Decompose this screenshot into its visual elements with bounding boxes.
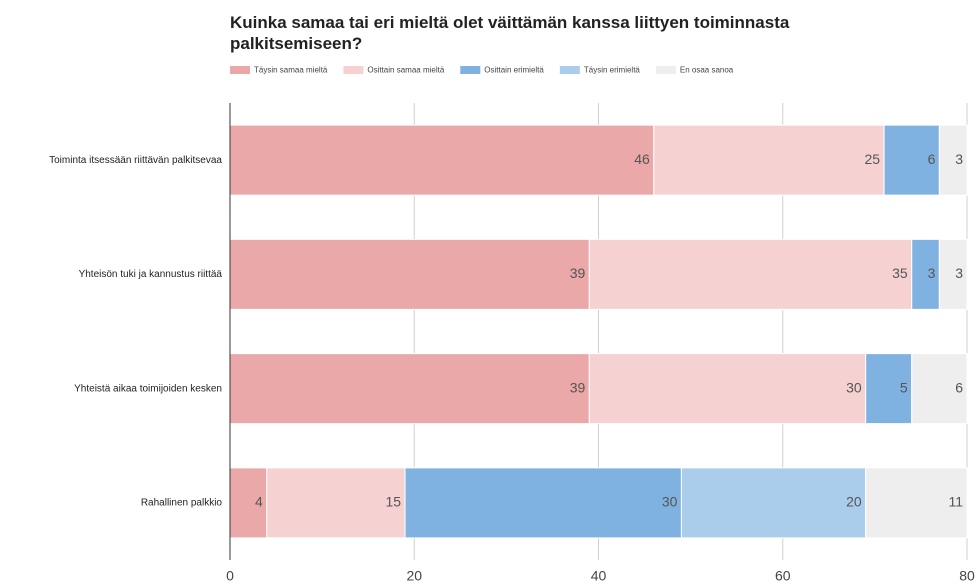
bar-segment <box>883 124 940 196</box>
legend-swatch <box>343 66 364 74</box>
data-label: 25 <box>865 151 881 167</box>
bar-segment <box>865 467 968 539</box>
x-tick-label: 0 <box>226 568 234 584</box>
y-tick-label: Rahallinen palkkio <box>141 498 223 509</box>
data-label: 35 <box>892 265 908 281</box>
data-label: 3 <box>955 265 963 281</box>
data-label: 39 <box>570 379 586 395</box>
bar-segment <box>266 467 406 539</box>
bar-segment <box>865 353 913 425</box>
legend-label: Osittain samaa mieltä <box>367 66 444 75</box>
bar-segment <box>911 353 968 425</box>
data-label: 5 <box>900 379 908 395</box>
bar-segment <box>938 124 968 196</box>
data-label: 39 <box>570 265 586 281</box>
data-label: 3 <box>928 265 936 281</box>
legend-label: Täysin samaa mieltä <box>254 66 328 75</box>
legend-label: En osaa sanoa <box>680 66 734 75</box>
legend-label: Täysin erimieltä <box>584 66 641 75</box>
bar-segment <box>229 353 590 425</box>
bar-segment <box>229 124 655 196</box>
x-tick-label: 80 <box>959 568 975 584</box>
x-tick-label: 60 <box>775 568 791 584</box>
bar-segment <box>588 353 867 425</box>
x-tick-label: 20 <box>406 568 422 584</box>
data-label: 4 <box>255 494 263 510</box>
bar-segment <box>653 124 885 196</box>
bar-segment <box>229 238 590 310</box>
chart-title: Kuinka samaa tai eri mieltä olet väittäm… <box>230 13 790 53</box>
bar-segment <box>680 467 867 539</box>
data-label: 30 <box>662 494 678 510</box>
data-label: 3 <box>955 151 963 167</box>
legend-swatch <box>559 66 580 74</box>
bar-segment <box>911 238 940 310</box>
y-tick-label: Toiminta itsessään riittävän palkitsevaa <box>49 155 222 166</box>
bar-segment <box>404 467 682 539</box>
data-label: 20 <box>846 494 862 510</box>
legend-swatch <box>230 66 250 74</box>
data-label: 30 <box>846 379 862 395</box>
data-label: 46 <box>634 151 650 167</box>
legend-label: Osittain erimieltä <box>484 66 544 75</box>
legend-swatch <box>460 66 481 74</box>
y-tick-label: Yhteisön tuki ja kannustus riittää <box>79 269 223 280</box>
x-tick-label: 40 <box>591 568 607 584</box>
data-label: 6 <box>928 151 936 167</box>
data-label: 6 <box>955 379 963 395</box>
bar-segment <box>588 238 913 310</box>
legend-swatch <box>655 66 676 74</box>
y-tick-label: Yhteistä aikaa toimijoiden kesken <box>74 383 222 394</box>
bar-segment <box>938 238 968 310</box>
data-label: 11 <box>948 494 963 510</box>
data-label: 15 <box>385 494 401 510</box>
